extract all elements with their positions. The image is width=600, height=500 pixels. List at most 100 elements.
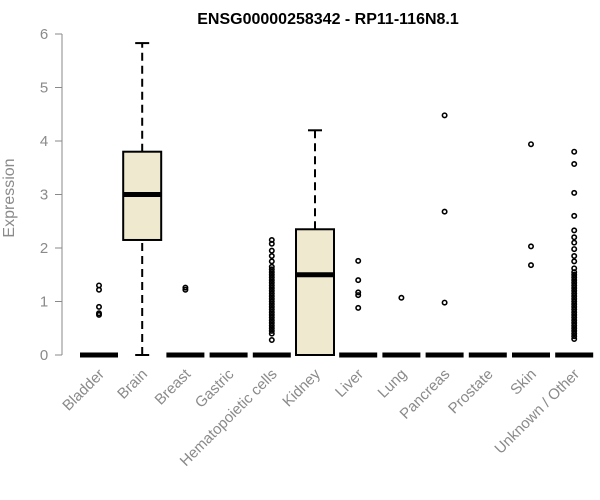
- y-tick-label: 5: [40, 80, 48, 97]
- outlier-point: [571, 282, 578, 289]
- outlier-point: [571, 265, 578, 272]
- outlier-point: [571, 325, 578, 332]
- y-tick-label: 0: [40, 347, 48, 364]
- outlier-point: [268, 271, 275, 278]
- outlier-point: [268, 269, 275, 276]
- outlier-point: [268, 314, 275, 321]
- outlier-point: [268, 306, 275, 313]
- outlier-point: [355, 277, 362, 284]
- outlier-point: [571, 279, 578, 286]
- box-skin: [512, 141, 550, 358]
- x-tick-label: Bladder: [59, 366, 108, 415]
- outlier-point: [571, 298, 578, 305]
- box-unknown-other: [555, 148, 594, 358]
- outlier-point: [268, 274, 275, 281]
- outlier-point: [268, 303, 275, 310]
- outlier-point: [268, 322, 275, 329]
- outlier-point: [441, 112, 448, 119]
- outlier-point: [268, 309, 275, 316]
- box-lung: [382, 294, 421, 358]
- outlier-point: [571, 306, 578, 313]
- y-tick-label: 2: [40, 240, 48, 257]
- outlier-point: [571, 311, 578, 318]
- outlier-point: [96, 282, 103, 289]
- box-liver: [339, 257, 378, 358]
- y-tick-label: 6: [40, 26, 48, 43]
- outlier-point: [527, 262, 534, 269]
- box-kidney: [295, 129, 335, 356]
- x-tick-label: Kidney: [279, 365, 324, 410]
- outlier-point: [571, 319, 578, 326]
- outlier-point: [571, 277, 578, 284]
- outlier-point: [527, 141, 534, 148]
- outlier-point: [571, 148, 578, 155]
- outlier-point: [571, 246, 578, 253]
- y-tick-label: 4: [40, 133, 48, 150]
- outlier-point: [571, 274, 578, 281]
- outlier-point: [571, 258, 578, 265]
- outlier-point: [571, 285, 578, 292]
- outlier-point: [355, 304, 362, 311]
- outlier-point: [571, 290, 578, 297]
- outlier-point: [268, 301, 275, 308]
- x-tick-label: Skin: [507, 366, 540, 399]
- outlier-point: [268, 293, 275, 300]
- outlier-point: [182, 286, 189, 293]
- y-tick-label: 1: [40, 294, 48, 311]
- x-tick-label: Breast: [152, 365, 195, 408]
- box-brain: [122, 42, 163, 356]
- outlier-point: [571, 293, 578, 300]
- outlier-point: [441, 208, 448, 215]
- box-bladder: [80, 282, 118, 358]
- y-axis: 0 1 2 3 4 5 6: [40, 26, 63, 364]
- x-tick-label: Lung: [375, 366, 411, 402]
- outlier-point: [268, 279, 275, 286]
- box-iqr: [295, 228, 335, 356]
- x-tick-label: Liver: [332, 366, 367, 401]
- box-pancreas: [425, 112, 464, 358]
- outlier-point: [268, 287, 275, 294]
- outlier-point: [571, 301, 578, 308]
- y-tick-label: 3: [40, 187, 48, 204]
- box-breast: [166, 284, 205, 358]
- outlier-point: [571, 330, 578, 337]
- outlier-point: [268, 317, 275, 324]
- outlier-point: [571, 303, 578, 310]
- outlier-point: [268, 285, 275, 292]
- x-tick-label: Prostate: [445, 366, 497, 418]
- outlier-point: [182, 284, 189, 291]
- outlier-point: [571, 161, 578, 168]
- outlier-point: [571, 309, 578, 316]
- outlier-point: [355, 292, 362, 299]
- outlier-point: [571, 322, 578, 329]
- outlier-point: [571, 212, 578, 219]
- outlier-point: [571, 234, 578, 241]
- outlier-point: [571, 253, 578, 260]
- outlier-point: [268, 263, 275, 270]
- outlier-point: [268, 311, 275, 318]
- outlier-point: [268, 258, 275, 265]
- outlier-point: [441, 299, 448, 306]
- outlier-point: [355, 289, 362, 296]
- outlier-point: [268, 236, 275, 243]
- outlier-point: [268, 266, 275, 273]
- chart-title: ENSG00000258342 - RP11-116N8.1: [197, 11, 459, 28]
- outlier-point: [571, 189, 578, 196]
- outlier-point: [571, 239, 578, 246]
- y-axis-label: Expression: [1, 158, 18, 237]
- outlier-point: [96, 303, 103, 310]
- outlier-point: [268, 337, 275, 344]
- outlier-point: [571, 314, 578, 321]
- outlier-point: [268, 330, 275, 337]
- outlier-point: [96, 310, 103, 317]
- outlier-point: [268, 253, 275, 260]
- outlier-point: [268, 277, 275, 284]
- outlier-point: [527, 243, 534, 250]
- outlier-point: [571, 227, 578, 234]
- outlier-point: [571, 317, 578, 324]
- x-tick-label: Brain: [114, 366, 151, 403]
- outlier-point: [268, 295, 275, 302]
- outlier-point: [571, 287, 578, 294]
- outlier-point: [268, 327, 275, 334]
